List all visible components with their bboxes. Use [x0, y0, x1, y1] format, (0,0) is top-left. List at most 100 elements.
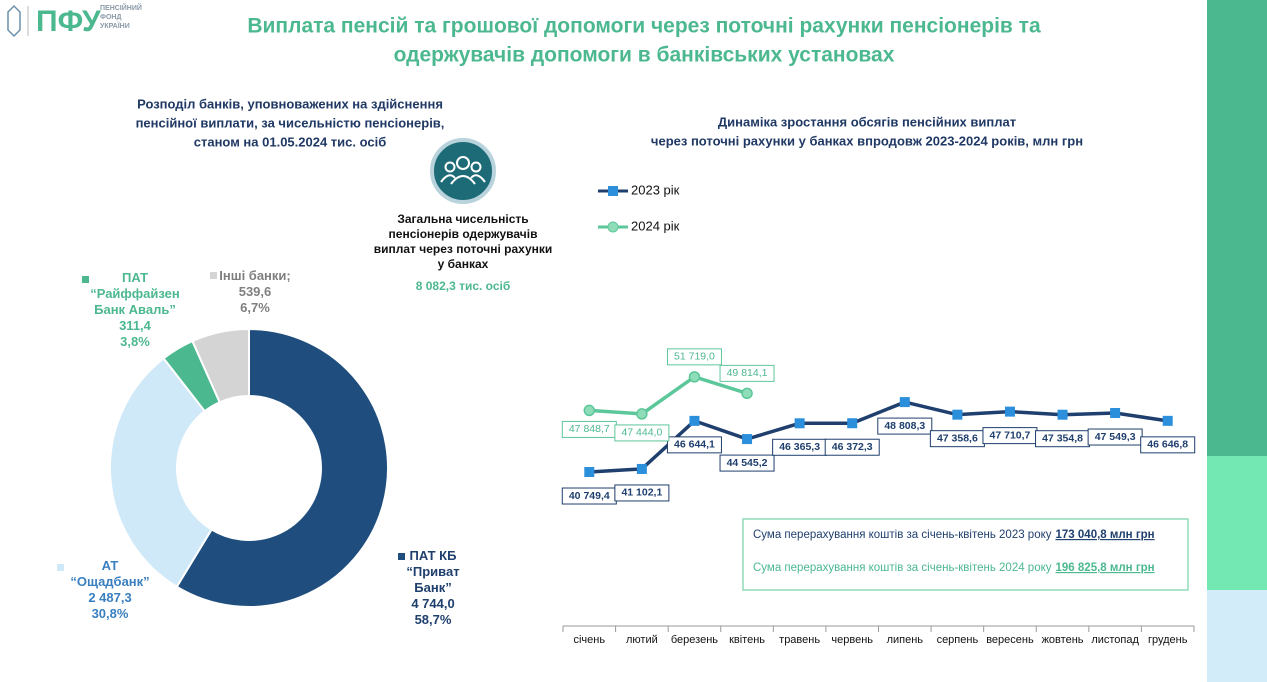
- slice-value: 539,6: [238, 284, 272, 299]
- logo-sub: ПЕНСІЙНИЙ: [100, 3, 142, 12]
- x-tick-label: серпень: [937, 634, 979, 646]
- line-title: через поточні рахунки у банках впродовж …: [651, 133, 1083, 148]
- label-box: [719, 454, 775, 472]
- sum-text: Сума перерахування коштів за січень-квіт…: [753, 529, 1052, 541]
- data-label: 47 549,3: [1095, 431, 1136, 443]
- slice: [191, 327, 250, 404]
- data-label: 47 848,7: [569, 423, 610, 435]
- pie-annotation: Загальна чисельність пенсіонерів одержув…: [373, 212, 553, 271]
- legend-label: 2023 рік: [631, 182, 680, 197]
- data-label: 51 719,0: [674, 351, 715, 363]
- x-tick-label: березень: [671, 634, 718, 646]
- point: [1110, 408, 1121, 419]
- point: [584, 467, 595, 478]
- x-tick-label: січень: [573, 634, 605, 646]
- sum-text: Сума перерахування коштів за січень-квіт…: [753, 562, 1052, 574]
- title: Виплата пенсій та грошової допомоги чере…: [247, 15, 1041, 38]
- slice: [175, 327, 389, 608]
- legend-marker: [607, 221, 619, 233]
- icon: [430, 138, 496, 204]
- slice-value: 4 744,0: [411, 596, 455, 611]
- line-title: Динаміка зростання обсягів пенсійних вип…: [718, 114, 1016, 129]
- label-box: [666, 348, 722, 366]
- side-band: [1207, 0, 1267, 456]
- slice-percent: 6,7%: [240, 300, 270, 315]
- point: [952, 409, 963, 420]
- legend-marker: [82, 276, 89, 283]
- label-box: [614, 424, 670, 442]
- point: [899, 397, 910, 408]
- point: [847, 418, 858, 429]
- data-label: 41 102,1: [621, 487, 662, 499]
- data-label: 49 814,1: [727, 367, 768, 379]
- label-box: [614, 484, 670, 502]
- data-label: 47 444,0: [621, 427, 662, 439]
- legend-marker: [210, 272, 217, 279]
- point: [1162, 415, 1173, 426]
- point: [1057, 409, 1068, 420]
- x-tick-label: квітень: [729, 634, 765, 646]
- sum-value: 173 040,8 млн грн: [1056, 529, 1155, 541]
- x-tick-label: липень: [887, 634, 924, 646]
- slice-percent: 58,7%: [414, 612, 452, 627]
- side-band: [1207, 590, 1267, 682]
- point: [1004, 406, 1015, 417]
- point: [688, 371, 701, 383]
- point: [583, 404, 596, 417]
- slice-label: ПАТ “Райффайзен Банк Аваль”: [90, 270, 180, 317]
- x-tick-label: жовтень: [1042, 634, 1084, 646]
- data-label: 44 545,2: [727, 457, 768, 469]
- data-label: 40 749,4: [569, 490, 610, 502]
- legend-marker: [57, 564, 64, 571]
- x-tick-label: вересень: [986, 634, 1034, 646]
- x-tick-label: червень: [831, 634, 873, 646]
- data-label: 46 646,8: [1147, 439, 1188, 451]
- label-box: [666, 436, 722, 454]
- legend-marker: [398, 553, 405, 560]
- data-label: 48 808,3: [884, 420, 925, 432]
- label-box: [719, 364, 775, 382]
- data-label: 46 365,3: [779, 441, 820, 453]
- label-box: [824, 438, 880, 456]
- x-tick-label: листопад: [1091, 634, 1139, 646]
- sum-box: [742, 518, 1189, 591]
- logo-sub: ФОНД: [100, 14, 121, 21]
- label-box: [1140, 436, 1196, 454]
- side-band: [1207, 456, 1267, 590]
- series-line: [589, 400, 1168, 474]
- x-tick-label: лютий: [626, 634, 658, 646]
- logo-sub: УКРАЇНИ: [100, 22, 130, 30]
- point: [636, 408, 648, 420]
- slice-value: 311,4: [119, 318, 151, 333]
- point: [794, 418, 805, 429]
- label-box: [877, 417, 933, 435]
- point: [741, 387, 753, 400]
- people-icon: [440, 156, 486, 185]
- legend-label: 2024 рік: [631, 218, 680, 233]
- slice-label: АТ “Ощадбанк”: [70, 558, 150, 589]
- data-label: 46 372,3: [832, 441, 873, 453]
- series-line: [589, 374, 748, 416]
- sum-value: 196 825,8 млн грн: [1056, 562, 1155, 574]
- data-label: 47 354,8: [1042, 432, 1083, 444]
- pie-title: пенсійної виплати, за чисельністю пенсіо…: [136, 115, 445, 130]
- data-label: 46 644,1: [674, 439, 715, 451]
- slice-percent: 30,8%: [91, 606, 129, 621]
- title: одержувачів допомоги в банківських устан…: [394, 44, 895, 67]
- point: [636, 463, 647, 474]
- pie-total: 8 082,3 тис. осіб: [415, 279, 511, 293]
- slice-label: ПАТ КБ “Приват Банк”: [406, 548, 460, 595]
- data-label: 47 358,6: [937, 432, 978, 444]
- logo: ПФУ: [36, 5, 101, 38]
- slice-label: Інші банки;: [219, 268, 291, 283]
- slice: [109, 356, 213, 589]
- slice-value: 2 487,3: [88, 590, 132, 605]
- slice-percent: 3,8%: [120, 334, 150, 349]
- x-tick-label: грудень: [1148, 634, 1188, 646]
- emblem: [7, 4, 21, 38]
- point: [689, 415, 700, 426]
- data-label: 47 710,7: [990, 429, 1031, 441]
- pie-title: Розподіл банків, уповноважених на здійсн…: [137, 96, 443, 111]
